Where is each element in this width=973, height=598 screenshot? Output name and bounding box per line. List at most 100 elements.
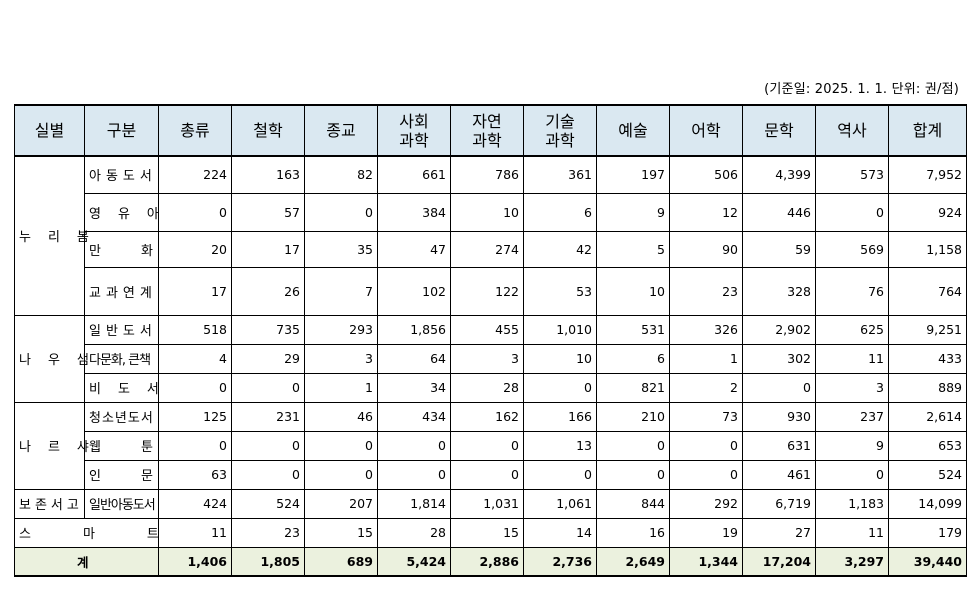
cell-technology: 1,010 bbox=[523, 314, 597, 345]
cell-technology: 10 bbox=[523, 343, 597, 374]
cell-arts: 0 bbox=[596, 430, 670, 461]
cell-technology: 1,061 bbox=[523, 488, 597, 519]
cell-language: 0 bbox=[669, 459, 743, 490]
cell-arts: 210 bbox=[596, 401, 670, 432]
cell-philosophy: 231 bbox=[231, 401, 305, 432]
cell-literature: 4,399 bbox=[742, 156, 816, 194]
cell-social-science: 434 bbox=[377, 401, 451, 432]
cell-language: 90 bbox=[669, 230, 743, 268]
cell-history: 625 bbox=[815, 314, 889, 345]
cell-technology: 0 bbox=[523, 372, 597, 403]
group-bojonseogo: 보존서고 bbox=[14, 488, 85, 519]
table-row: 보존서고 일반아동도서 424 524 207 1,814 1,031 1,061 844 2… bbox=[14, 488, 967, 519]
cell-history: 573 bbox=[815, 156, 889, 194]
cell-general: 0 bbox=[158, 430, 232, 461]
cell-arts: 16 bbox=[596, 517, 670, 548]
cell-literature: 446 bbox=[742, 192, 816, 232]
cell-social-science: 28 bbox=[377, 517, 451, 548]
cell-social-science: 0 bbox=[377, 430, 451, 461]
cell-natural-science: 3 bbox=[450, 343, 524, 374]
header-religion: 종교 bbox=[304, 104, 378, 157]
group-smart: 스마트 bbox=[14, 517, 159, 548]
header-technology: 기술 과학 bbox=[523, 104, 597, 157]
cell-philosophy: 0 bbox=[231, 430, 305, 461]
cell-social-science: 102 bbox=[377, 266, 451, 316]
cell-social-science: 34 bbox=[377, 372, 451, 403]
row-label: 다문화, 큰책 bbox=[84, 343, 159, 374]
table-row: 스마트 11 23 15 28 15 14 16 19 27 11 179 bbox=[14, 517, 967, 548]
cell-religion: 7 bbox=[304, 266, 378, 316]
cell-literature: 27 bbox=[742, 517, 816, 548]
cell-technology: 42 bbox=[523, 230, 597, 268]
cell-language: 23 bbox=[669, 266, 743, 316]
cell-philosophy: 17 bbox=[231, 230, 305, 268]
cell-social-science: 1,856 bbox=[377, 314, 451, 345]
row-label: 인문 bbox=[84, 459, 159, 490]
cell-technology: 14 bbox=[523, 517, 597, 548]
cell-literature: 6,719 bbox=[742, 488, 816, 519]
total-history: 3,297 bbox=[815, 546, 889, 577]
cell-philosophy: 57 bbox=[231, 192, 305, 232]
header-language: 어학 bbox=[669, 104, 743, 157]
cell-sum: 653 bbox=[888, 430, 967, 461]
cell-arts: 844 bbox=[596, 488, 670, 519]
total-natural-science: 2,886 bbox=[450, 546, 524, 577]
cell-history: 1,183 bbox=[815, 488, 889, 519]
header-arts: 예술 bbox=[596, 104, 670, 157]
row-label: 일반도서 bbox=[84, 314, 159, 345]
header-row: 실별 구분 총류 철학 종교 사회 과학 자연 과학 기술 과학 예술 어학 문학 역… bbox=[14, 104, 967, 157]
cell-sum: 889 bbox=[888, 372, 967, 403]
row-label: 만화 bbox=[84, 230, 159, 268]
cell-philosophy: 0 bbox=[231, 372, 305, 403]
cell-history: 76 bbox=[815, 266, 889, 316]
total-sum: 39,440 bbox=[888, 546, 967, 577]
cell-sum: 1,158 bbox=[888, 230, 967, 268]
cell-social-science: 64 bbox=[377, 343, 451, 374]
cell-general: 20 bbox=[158, 230, 232, 268]
total-general: 1,406 bbox=[158, 546, 232, 577]
header-natural-science: 자연 과학 bbox=[450, 104, 524, 157]
cell-arts: 9 bbox=[596, 192, 670, 232]
row-label: 비도서 bbox=[84, 372, 159, 403]
group-nausaem: 나우샘 bbox=[14, 314, 89, 403]
cell-language: 506 bbox=[669, 156, 743, 194]
total-label: 계 bbox=[14, 546, 159, 577]
cell-religion: 35 bbox=[304, 230, 378, 268]
cell-sum: 9,251 bbox=[888, 314, 967, 345]
cell-sum: 524 bbox=[888, 459, 967, 490]
cell-history: 0 bbox=[815, 459, 889, 490]
cell-natural-science: 0 bbox=[450, 459, 524, 490]
cell-technology: 53 bbox=[523, 266, 597, 316]
header-literature: 문학 bbox=[742, 104, 816, 157]
cell-sum: 7,952 bbox=[888, 156, 967, 194]
cell-language: 1 bbox=[669, 343, 743, 374]
cell-natural-science: 455 bbox=[450, 314, 524, 345]
cell-language: 2 bbox=[669, 372, 743, 403]
cell-social-science: 0 bbox=[377, 459, 451, 490]
cell-arts: 6 bbox=[596, 343, 670, 374]
group-naruesha: 나르샤 bbox=[14, 401, 89, 490]
unit-note: (기준일: 2025. 1. 1. 단위: 권/점) bbox=[764, 82, 959, 97]
cell-social-science: 1,814 bbox=[377, 488, 451, 519]
cell-general: 125 bbox=[158, 401, 232, 432]
cell-literature: 631 bbox=[742, 430, 816, 461]
cell-literature: 2,902 bbox=[742, 314, 816, 345]
collection-table: 실별 구분 총류 철학 종교 사회 과학 자연 과학 기술 과학 예술 어학 문학 역… bbox=[14, 104, 967, 577]
cell-philosophy: 26 bbox=[231, 266, 305, 316]
total-language: 1,344 bbox=[669, 546, 743, 577]
row-label: 아동도서 bbox=[84, 156, 159, 194]
cell-sum: 764 bbox=[888, 266, 967, 316]
cell-arts: 531 bbox=[596, 314, 670, 345]
cell-sum: 179 bbox=[888, 517, 967, 548]
cell-philosophy: 524 bbox=[231, 488, 305, 519]
cell-technology: 13 bbox=[523, 430, 597, 461]
cell-technology: 166 bbox=[523, 401, 597, 432]
cell-technology: 0 bbox=[523, 459, 597, 490]
cell-general: 0 bbox=[158, 372, 232, 403]
cell-religion: 207 bbox=[304, 488, 378, 519]
header-general: 총류 bbox=[158, 104, 232, 157]
